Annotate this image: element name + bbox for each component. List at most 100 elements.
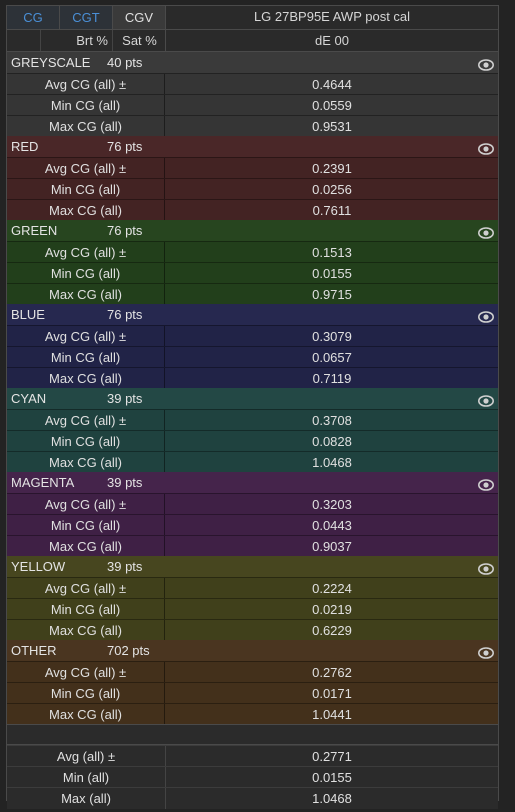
stat-label: Avg CG (all) ± bbox=[7, 74, 165, 95]
brt-column-header[interactable]: Brt % bbox=[41, 30, 113, 51]
stat-row: Max CG (all) 0.7611 bbox=[7, 199, 498, 221]
group-header-cyan: CYAN 39 pts bbox=[7, 388, 498, 410]
stat-row: Min CG (all) 0.0155 bbox=[7, 262, 498, 284]
stat-label: Min CG (all) bbox=[7, 179, 165, 200]
stat-label: Max CG (all) bbox=[7, 452, 165, 473]
stat-label: Max CG (all) bbox=[7, 200, 165, 221]
eye-icon[interactable] bbox=[478, 140, 494, 155]
eye-icon[interactable] bbox=[478, 308, 494, 323]
stat-row: Max CG (all) 0.9037 bbox=[7, 535, 498, 557]
total-value: 1.0468 bbox=[312, 791, 352, 806]
totals-separator bbox=[7, 724, 498, 745]
stat-row: Avg CG (all) ± 0.2224 bbox=[7, 577, 498, 599]
stat-row: Avg CG (all) ± 0.2391 bbox=[7, 157, 498, 179]
group-name: MAGENTA bbox=[11, 475, 75, 490]
group-name: BLUE bbox=[11, 307, 45, 322]
group-name: CYAN bbox=[11, 391, 47, 406]
stat-row: Max CG (all) 0.7119 bbox=[7, 367, 498, 389]
subheader-blank bbox=[7, 30, 41, 51]
total-label: Min (all) bbox=[7, 767, 166, 788]
stat-label: Min CG (all) bbox=[7, 347, 165, 368]
group-point-count: 76 pts bbox=[107, 307, 143, 322]
group-header-other: OTHER 702 pts bbox=[7, 640, 498, 662]
stat-value: 0.1513 bbox=[312, 245, 352, 260]
stat-row: Avg CG (all) ± 0.1513 bbox=[7, 241, 498, 263]
group-name: RED bbox=[11, 139, 39, 154]
stat-row: Min CG (all) 0.0219 bbox=[7, 598, 498, 620]
group-name: GREEN bbox=[11, 223, 58, 238]
metric-column-header: dE 00 bbox=[315, 33, 349, 48]
group-point-count: 76 pts bbox=[107, 223, 143, 238]
stat-value: 1.0468 bbox=[312, 455, 352, 470]
group-name: GREYSCALE bbox=[11, 55, 91, 70]
stat-value: 0.0171 bbox=[312, 686, 352, 701]
stat-label: Min CG (all) bbox=[7, 515, 165, 536]
stat-value: 0.0828 bbox=[312, 434, 352, 449]
stat-row: Max CG (all) 0.9531 bbox=[7, 115, 498, 137]
tab-cgv[interactable]: CGV bbox=[113, 6, 166, 29]
stat-row: Avg CG (all) ± 0.3708 bbox=[7, 409, 498, 431]
stat-value: 0.2391 bbox=[312, 161, 352, 176]
group-header-yellow: YELLOW 39 pts bbox=[7, 556, 498, 578]
stat-row: Max CG (all) 1.0441 bbox=[7, 703, 498, 725]
stat-row: Min CG (all) 0.0171 bbox=[7, 682, 498, 704]
stat-value: 0.3203 bbox=[312, 497, 352, 512]
stat-label: Min CG (all) bbox=[7, 263, 165, 284]
group-point-count: 39 pts bbox=[107, 475, 143, 490]
subheader-row: Brt % Sat % dE 00 bbox=[7, 30, 498, 52]
column-title: LG 27BP95E AWP post cal bbox=[253, 9, 411, 24]
group-point-count: 702 pts bbox=[107, 643, 150, 658]
stat-label: Max CG (all) bbox=[7, 284, 165, 305]
stat-value: 0.6229 bbox=[312, 623, 352, 638]
group-header-red: RED 76 pts bbox=[7, 136, 498, 158]
group-point-count: 39 pts bbox=[107, 391, 143, 406]
stat-value: 0.3079 bbox=[312, 329, 352, 344]
stat-row: Min CG (all) 0.0657 bbox=[7, 346, 498, 368]
stat-label: Min CG (all) bbox=[7, 599, 165, 620]
stat-label: Avg CG (all) ± bbox=[7, 410, 165, 431]
stat-label: Avg CG (all) ± bbox=[7, 242, 165, 263]
eye-icon[interactable] bbox=[478, 560, 494, 575]
stat-label: Min CG (all) bbox=[7, 683, 165, 704]
stat-row: Min CG (all) 0.0559 bbox=[7, 94, 498, 116]
stat-label: Max CG (all) bbox=[7, 536, 165, 557]
eye-icon[interactable] bbox=[478, 476, 494, 491]
total-label: Avg (all) ± bbox=[7, 746, 166, 767]
stat-value: 0.7611 bbox=[312, 203, 352, 218]
tab-cgt[interactable]: CGT bbox=[60, 6, 113, 29]
stat-label: Max CG (all) bbox=[7, 620, 165, 641]
group-point-count: 76 pts bbox=[107, 139, 143, 154]
stat-value: 0.0219 bbox=[312, 602, 352, 617]
stat-value: 0.3708 bbox=[312, 413, 352, 428]
eye-icon[interactable] bbox=[478, 56, 494, 71]
group-header-blue: BLUE 76 pts bbox=[7, 304, 498, 326]
total-value: 0.2771 bbox=[312, 749, 352, 764]
eye-icon[interactable] bbox=[478, 644, 494, 659]
stat-row: Avg CG (all) ± 0.3079 bbox=[7, 325, 498, 347]
group-name: OTHER bbox=[11, 643, 57, 658]
stat-value: 0.0155 bbox=[312, 266, 352, 281]
stat-row: Min CG (all) 0.0443 bbox=[7, 514, 498, 536]
stat-row: Avg CG (all) ± 0.4644 bbox=[7, 73, 498, 95]
sat-column-header[interactable]: Sat % bbox=[114, 30, 166, 51]
stat-value: 1.0441 bbox=[312, 707, 352, 722]
tab-cg[interactable]: CG bbox=[7, 6, 60, 29]
stat-value: 0.9037 bbox=[312, 539, 352, 554]
eye-icon[interactable] bbox=[478, 392, 494, 407]
stat-value: 0.4644 bbox=[312, 77, 352, 92]
eye-icon[interactable] bbox=[478, 224, 494, 239]
stat-label: Max CG (all) bbox=[7, 116, 165, 137]
stat-value: 0.0443 bbox=[312, 518, 352, 533]
stat-label: Avg CG (all) ± bbox=[7, 662, 165, 683]
group-point-count: 40 pts bbox=[107, 55, 143, 70]
stat-row: Avg CG (all) ± 0.2762 bbox=[7, 661, 498, 683]
total-value: 0.0155 bbox=[312, 770, 352, 785]
header-row: CG CGT CGV LG 27BP95E AWP post cal bbox=[7, 6, 498, 30]
total-row: Avg (all) ± 0.2771 bbox=[7, 745, 498, 767]
group-header-magenta: MAGENTA 39 pts bbox=[7, 472, 498, 494]
group-point-count: 39 pts bbox=[107, 559, 143, 574]
stat-label: Min CG (all) bbox=[7, 95, 165, 116]
stat-value: 0.0256 bbox=[312, 182, 352, 197]
group-header-green: GREEN 76 pts bbox=[7, 220, 498, 242]
stat-value: 0.9531 bbox=[312, 119, 352, 134]
